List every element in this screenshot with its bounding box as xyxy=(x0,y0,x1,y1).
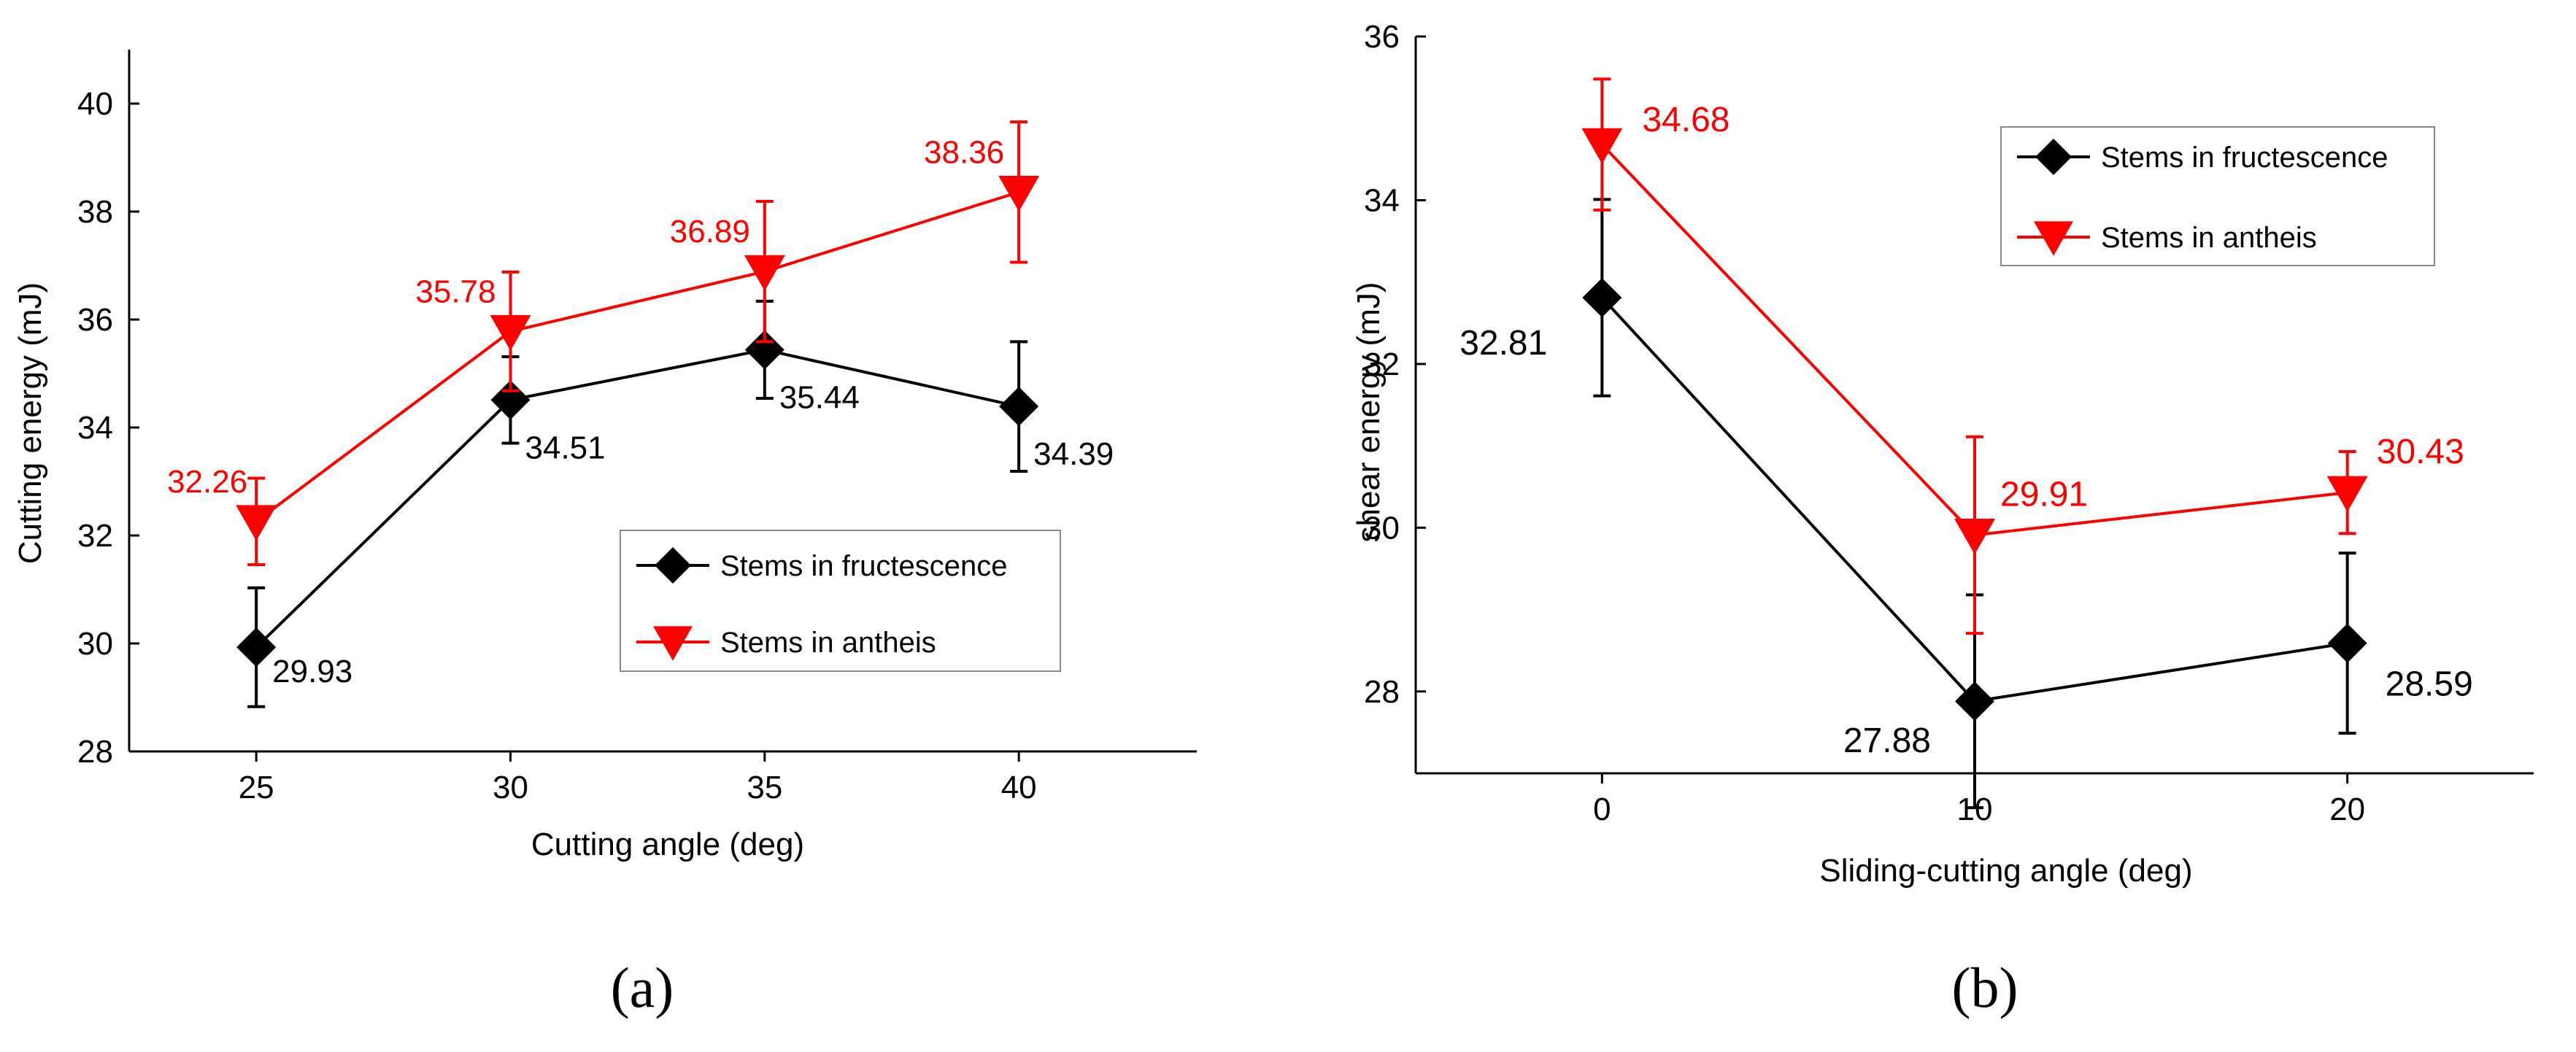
panel-b-y-tick-label: 32 xyxy=(1364,347,1400,382)
panel-b-series-1-marker xyxy=(1581,128,1623,164)
panel-a-y-tick-label: 40 xyxy=(77,86,113,122)
panel-a-xlabel: Cutting angle (deg) xyxy=(531,827,804,862)
panel-b-legend-label-1: Stems in antheis xyxy=(2101,222,2317,254)
panel-a-series-0-data-label: 29.93 xyxy=(272,654,352,689)
panel-a-y-tick-label: 32 xyxy=(77,518,113,554)
panel-b-series-0-marker xyxy=(2327,623,2367,663)
panel-b-legend-box xyxy=(2000,126,2435,266)
panel-a-series-1-data-label: 38.36 xyxy=(924,134,1004,170)
panel-a-series-0-data-label: 34.51 xyxy=(525,430,606,465)
panel-b-legend-label-0: Stems in fructescence xyxy=(2101,142,2388,174)
panel-a-series-0-data-label: 35.44 xyxy=(779,379,860,415)
panel-b-series-1-data-label: 30.43 xyxy=(2377,433,2464,471)
panel-a-series-0-data-label: 34.39 xyxy=(1033,436,1114,472)
panel-a-series-0-marker xyxy=(236,627,277,668)
panel-a-series-1-data-label: 36.89 xyxy=(670,214,750,250)
panel-a-y-tick-label: 38 xyxy=(77,194,113,230)
panel-b-x-tick-label: 0 xyxy=(1593,792,1611,827)
panel-a-series-1-data-label: 32.26 xyxy=(167,464,247,500)
panel-a-series-0-marker xyxy=(999,387,1039,427)
panel-a-series-1-line xyxy=(255,190,1019,523)
panel-a-caption: (a) xyxy=(611,956,674,1019)
panel-a-legend-box xyxy=(620,530,1061,672)
panel-a-series-1-marker xyxy=(744,255,785,291)
panel-b-series-1-data-label: 29.91 xyxy=(2000,475,2088,514)
panel-a-y-tick-label: 30 xyxy=(77,626,113,662)
panel-b-series-1-marker xyxy=(1954,519,1995,555)
panel-a-series-0-marker xyxy=(744,330,784,370)
panel-a-legend-marker-0 xyxy=(655,547,691,584)
panel-b-series-1-data-label: 34.68 xyxy=(1642,101,1729,139)
panel-b-series-0-marker xyxy=(1582,277,1622,317)
panel-a-ylabel: Cutting energy (mJ) xyxy=(12,282,48,564)
panel-b-x-tick-label: 20 xyxy=(2329,792,2365,827)
panel-a-series-1-marker xyxy=(490,314,531,351)
panel-a-x-tick-label: 35 xyxy=(747,770,782,805)
panel-a-legend-label-1: Stems in antheis xyxy=(720,627,936,659)
panel-b-xlabel: Sliding-cutting angle (deg) xyxy=(1819,853,2192,889)
chart-panel-b: Sliding-cutting angle (deg) shear energy… xyxy=(1351,19,2534,1019)
panel-b-series-0-data-label: 28.59 xyxy=(2386,665,2473,704)
panel-a-x-tick-label: 25 xyxy=(239,770,274,805)
panel-b-series-1-marker xyxy=(2326,476,2368,512)
panel-a-series-1-marker xyxy=(998,175,1040,212)
panel-a-series-0-line xyxy=(255,348,1019,649)
panel-b-ylabel: shear energy (mJ) xyxy=(1351,282,1387,542)
panel-a-x-tick-label: 30 xyxy=(493,770,528,805)
panel-a-legend-marker-1 xyxy=(653,626,693,661)
panel-b-caption: (b) xyxy=(1952,956,2018,1019)
panel-a-series-0-marker xyxy=(490,380,531,420)
chart-panel-a: Cutting angle (deg) Cutting energy (mJ) … xyxy=(12,50,1197,1019)
panel-b-legend-marker-0 xyxy=(2035,139,2072,175)
panel-b-y-tick-label: 34 xyxy=(1364,182,1400,218)
panel-b-legend-marker-1 xyxy=(2034,221,2073,256)
panel-a-y-tick-label: 34 xyxy=(77,410,113,446)
panel-a-y-tick-label: 36 xyxy=(77,302,113,338)
panel-b-y-tick-label: 28 xyxy=(1364,674,1400,710)
panel-b-y-tick-label: 30 xyxy=(1364,510,1400,546)
panel-b-y-tick-label: 36 xyxy=(1364,19,1400,55)
panel-a-y-tick-label: 28 xyxy=(77,734,113,770)
panel-b-series-0-data-label: 32.81 xyxy=(1459,324,1547,363)
panel-a-series-1-data-label: 35.78 xyxy=(415,274,495,309)
panel-a-x-tick-label: 40 xyxy=(1001,770,1037,805)
panel-a-series-1-marker xyxy=(236,505,277,541)
panel-b-series-0-marker xyxy=(1955,681,1994,722)
panel-b-series-0-data-label: 27.88 xyxy=(1843,722,1931,760)
panel-a-legend-label-0: Stems in fructescence xyxy=(720,550,1008,582)
